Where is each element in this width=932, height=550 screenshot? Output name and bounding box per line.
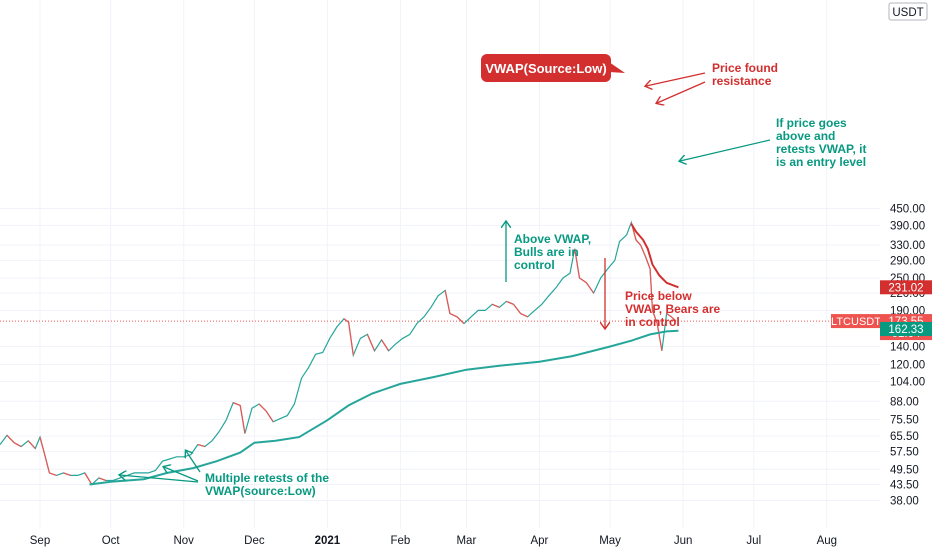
y-tick-label: 290.00 [890,255,925,267]
price-down-segment [27,440,36,449]
y-tick-label: 75.50 [890,414,919,426]
y-tick-label: 65.50 [890,431,919,443]
price-down-segment [6,434,15,444]
grid [0,0,880,528]
y-tick-label: 38.00 [890,496,919,508]
price-down-segment [666,313,672,318]
entry-line-4: is an entry level [776,155,866,169]
retests-line-1: Multiple retests of the [205,471,329,485]
x-tick-label: 2021 [315,535,341,547]
price-down-segment [651,310,658,324]
above-line-1: Above VWAP, [514,232,591,246]
y-tick-label: 450.00 [890,204,925,216]
price-down-segment [381,339,390,352]
price-down-segment [656,323,663,351]
x-tick-label: Jun [674,535,693,547]
y-tick-label: 43.50 [890,480,919,492]
price-down-segments [6,222,677,485]
price-tag-vwap-high: 231.02 [880,280,932,295]
unit-badge[interactable]: USDT [888,2,928,21]
svg-text:231.02: 231.02 [888,282,923,294]
x-tick-label: Jul [746,535,761,547]
price-down-segment [343,318,349,323]
y-tick-label: 330.00 [890,240,925,252]
price-down-segment [579,277,587,284]
price-down-segment [39,436,46,455]
price-down-segment [635,239,642,246]
above-line-3: control [514,258,555,272]
y-tick-label: 104.00 [890,377,925,389]
price-down-segment [444,290,451,314]
price-down-segment [98,477,107,482]
below-annotation: Price below VWAP, Bears are in control [605,258,720,329]
y-tick-label: 88.00 [890,396,919,408]
price-down-segment [49,472,57,476]
price-down-segment [63,472,71,476]
x-tick-label: Nov [173,535,194,547]
y-tick-label: 120.00 [890,360,925,372]
entry-line-2: above and [776,129,835,143]
price-down-segment [239,405,246,434]
unit-label: USDT [892,7,923,19]
entry-line-1: If price goes [776,116,847,130]
x-tick-label: Dec [244,535,265,547]
below-line-2: VWAP, Bears are [625,302,720,316]
price-down-segment [456,316,465,324]
vwap-high-line [630,223,679,289]
x-tick-label: Apr [530,535,548,547]
price-down-segment [640,244,646,257]
resistance-annotation: Price found resistance [646,61,778,103]
price-down-segment [348,322,354,356]
svg-text:162.33: 162.33 [888,324,923,336]
price-down-segment [513,303,522,314]
below-line-3: in control [625,315,680,329]
entry-annotation: If price goes above and retests VWAP, it… [680,116,866,169]
vwap-line [89,329,679,486]
price-down-segment [84,472,93,485]
vwap-callout: VWAP(Source:Low) [481,54,625,82]
price-down-segment [197,444,206,448]
y-axis: 450.00390.00330.00290.00250.00220.00190.… [890,204,925,508]
resistance-line-2: resistance [712,74,772,88]
x-axis: Sep Oct Nov Dec 2021 Feb Mar Apr May Jun Jul Aug [30,535,837,547]
above-line-2: Bulls are in [514,245,579,259]
price-down-segment [520,312,528,318]
retests-annotation: Multiple retests of the VWAP(source:Low) [120,451,329,498]
resistance-line-1: Price found [712,61,778,75]
price-down-segment [574,248,581,279]
y-tick-label: 57.50 [890,447,919,459]
below-line-1: Price below [625,289,692,303]
price-down-segment [366,334,376,351]
x-tick-label: Feb [391,535,411,547]
y-tick-label: 49.50 [890,464,919,476]
price-down-segment [449,312,458,318]
svg-text:LTCUSDT: LTCUSDT [831,316,881,328]
price-down-segment [258,403,267,412]
price-down-segment [232,402,241,406]
price-down-segment [13,442,22,448]
x-tick-label: May [599,535,621,547]
price-down-segment [44,454,51,474]
x-tick-label: Aug [817,535,837,547]
retests-line-2: VWAP(source:Low) [205,484,316,498]
above-annotation: Above VWAP, Bulls are in control [506,222,591,282]
price-down-segment [506,300,514,305]
price-down-segment [265,410,274,423]
y-tick-label: 140.00 [890,341,925,353]
price-down-segment [492,303,500,308]
price-down-segment [670,316,677,322]
y-tick-label: 390.00 [890,220,925,232]
price-down-segment [649,268,654,311]
x-tick-label: Oct [102,535,121,547]
price-down-segment [586,282,595,294]
price-tag-vwap: 162.33 [880,321,932,336]
x-tick-label: Sep [30,535,50,547]
price-line [0,220,677,486]
entry-line-3: retests VWAP, it [776,142,866,156]
vwap-callout-text: VWAP(Source:Low) [485,61,606,76]
x-tick-label: Mar [456,535,476,547]
price-down-segment [644,256,651,270]
